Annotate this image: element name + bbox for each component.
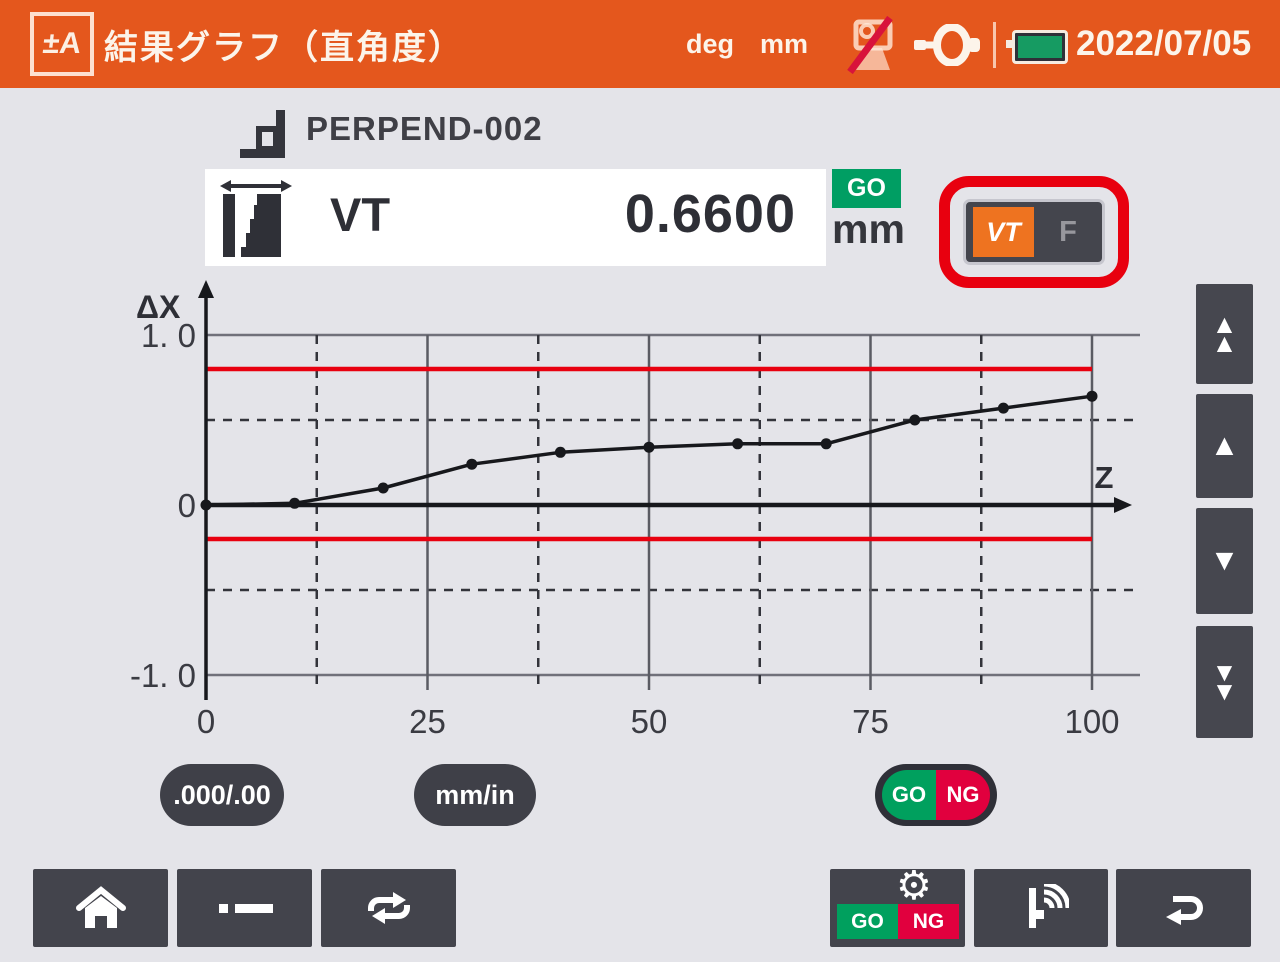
app-logo-glyph: ±A <box>41 27 83 60</box>
double-up-arrow-icon: ▲ <box>1211 309 1238 339</box>
repeat-icon <box>367 892 410 924</box>
double-down-arrow-icon: ▼ <box>1211 676 1238 706</box>
app-header: ±A 結果グラフ（直角度） deg mm 2022/07/05 <box>0 0 1280 88</box>
unit-label: mm <box>832 206 905 252</box>
scroll-down-button[interactable]: ▼ <box>1196 508 1253 614</box>
dot-dash-icon <box>218 904 273 913</box>
return-button[interactable] <box>1116 869 1251 947</box>
double-down-arrow-icon: ▼ <box>1211 657 1238 687</box>
program-name: PERPEND-002 <box>306 110 543 147</box>
go-ng-filter-button[interactable]: GO NG <box>875 764 997 826</box>
home-button[interactable] <box>33 869 168 947</box>
repeat-button[interactable] <box>321 869 456 947</box>
svg-text:ΔX: ΔX <box>136 289 181 325</box>
length-unit-label: mm <box>760 28 809 59</box>
battery-icon <box>1006 30 1068 64</box>
gear-icon: ⚙ <box>896 864 932 908</box>
svg-text:50: 50 <box>631 703 668 740</box>
header-divider <box>993 22 996 68</box>
result-graph: ΔX Z 1. 0 0 -1. 0 0 25 50 75 100 <box>100 276 1160 756</box>
svg-text:75: 75 <box>852 703 889 740</box>
view-toggle-selected[interactable]: VT <box>973 207 1034 257</box>
svg-text:0: 0 <box>197 703 215 740</box>
return-arrow-icon <box>1165 896 1203 925</box>
tolerance-judgement-settings-button[interactable]: ⚙ GO NG <box>830 864 965 947</box>
svg-text:100: 100 <box>1064 703 1119 740</box>
svg-text:0: 0 <box>178 487 196 524</box>
characteristic-label: VT <box>330 188 391 241</box>
page-title: 結果グラフ（直角度） <box>104 28 464 67</box>
app-logo-icon: ±A <box>30 12 94 76</box>
decimal-format-button[interactable]: .000/.00 <box>160 764 284 826</box>
view-toggle-alternative[interactable]: F <box>1059 215 1077 248</box>
svg-text:25: 25 <box>409 703 446 740</box>
perpendicularity-program-icon <box>240 110 285 158</box>
ng-segment[interactable]: NG <box>936 770 990 820</box>
probe-disabled-icon <box>847 16 893 74</box>
svg-text:-1. 0: -1. 0 <box>130 657 196 694</box>
down-arrow-icon: ▼ <box>1209 544 1240 577</box>
measurement-type-icon <box>220 180 292 257</box>
measurement-card: VT 0.6600 <box>205 169 826 266</box>
svg-text:1. 0: 1. 0 <box>141 317 196 354</box>
power-connector-icon <box>914 24 980 66</box>
svg-text:Z: Z <box>1095 460 1114 495</box>
judgement-badge: GO <box>832 169 901 208</box>
scroll-down-fast-button[interactable]: ▼ ▼ <box>1196 626 1253 738</box>
home-icon <box>75 886 126 928</box>
view-toggle[interactable]: VT F <box>963 199 1105 265</box>
unit-toggle-button[interactable]: mm/in <box>414 764 536 826</box>
up-arrow-icon: ▲ <box>1209 429 1240 462</box>
go-segment[interactable]: GO <box>882 770 936 820</box>
angle-unit-label: deg <box>686 28 735 59</box>
ng-chip: NG <box>898 904 959 939</box>
scroll-up-fast-button[interactable]: ▲ ▲ <box>1196 284 1253 384</box>
data-output-button[interactable] <box>974 869 1108 947</box>
element-button[interactable] <box>177 869 312 947</box>
scroll-up-button[interactable]: ▲ <box>1196 394 1253 498</box>
date-label: 2022/07/05 <box>1076 24 1252 63</box>
measurement-value: 0.6600 <box>624 184 796 244</box>
double-up-arrow-icon: ▲ <box>1211 328 1238 358</box>
go-chip: GO <box>837 904 898 939</box>
wireless-output-icon <box>1029 884 1069 928</box>
